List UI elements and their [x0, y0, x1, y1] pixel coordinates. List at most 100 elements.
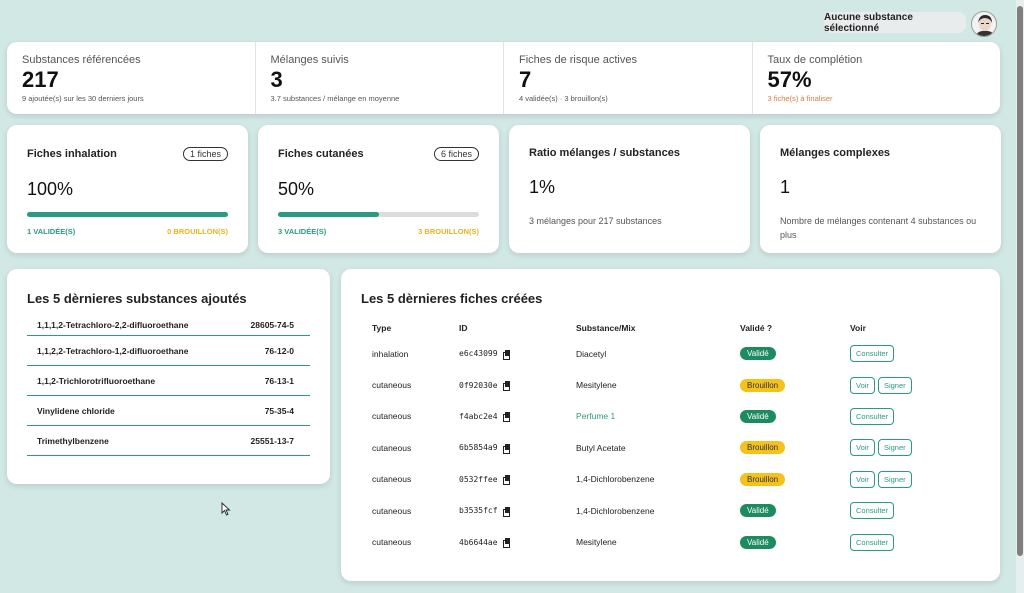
substance-name: 1,1,1,2-Tetrachloro-2,2-difluoroethane [37, 320, 189, 330]
fiche-type: cutaneous [372, 380, 412, 391]
copy-icon[interactable] [502, 412, 510, 423]
table-row: cutaneous 0f92030e Mesitylene Brouillon Voir… [361, 369, 980, 400]
mix-link[interactable]: Perfume 1 [576, 411, 616, 422]
consulter-button[interactable]: Consulter [850, 533, 895, 551]
stat-value: 7 [519, 67, 532, 92]
substance-selector-button[interactable]: Aucune substance sélectionné [824, 12, 966, 34]
voir-button[interactable]: Voir [850, 470, 875, 488]
metric-title: Ratio mélanges / substances [529, 147, 680, 159]
voir-button[interactable]: Voir [850, 376, 875, 394]
stat-label: Mélanges suivis [270, 54, 349, 66]
draft-count: 3 BROUILLON(S) [418, 227, 479, 236]
stat-item: Mélanges suivis 3 3.7 substances / mélange… [256, 42, 504, 114]
status-badge: Validé [740, 504, 776, 518]
validated-count: 3 VALIDÉE(S) [278, 227, 327, 236]
fiche-id: 0532ffee [459, 474, 498, 484]
fiche-id: f4abc2e4 [459, 411, 498, 421]
substance-row[interactable]: Vinylidene chloride 75-35-4 [27, 396, 310, 426]
fiche-count-pill: 1 fiches [182, 147, 228, 161]
status-badge: Validé [740, 409, 776, 423]
copy-icon[interactable] [502, 506, 510, 517]
progress-fill [278, 212, 379, 217]
consulter-button[interactable]: Consulter [850, 345, 895, 363]
user-avatar[interactable] [971, 11, 997, 37]
substance-row[interactable]: Trimethylbenzene 25551-13-7 [27, 426, 310, 456]
stat-item: Substances référencées 217 9 ajoutée(s) su… [7, 42, 256, 114]
substance-cas: 28605-74-5 [250, 320, 294, 330]
stat-value: 57% [767, 67, 812, 92]
validated-count: 1 VALIDÉE(S) [27, 227, 76, 236]
substance-name: Mesitylene [576, 537, 617, 548]
metric-title: Fiches inhalation [27, 148, 117, 160]
substance-row[interactable]: 1,1,2,2-Tetrachloro-1,2-difluoroethane 76… [27, 336, 310, 366]
metric-value: 100% [27, 179, 74, 199]
metric-description: Nombre de mélanges contenant 4 substance… [780, 216, 977, 240]
substance-name: 1,1,2,2-Tetrachloro-1,2-difluoroethane [37, 345, 189, 356]
metric-description: 3 mélanges pour 217 substances [529, 216, 662, 226]
metric-value: 50% [278, 179, 315, 199]
column-header: ID [459, 323, 468, 333]
stat-label: Substances référencées [22, 54, 141, 66]
table-row: cutaneous b3535fcf 1,4-Dichlorobenzene Vali… [361, 495, 980, 526]
mouse-cursor-icon [221, 502, 231, 516]
table-row: cutaneous 0532ffee 1,4-Dichlorobenzene Brou… [361, 464, 980, 495]
status-badge: Validé [740, 535, 776, 549]
draft-count: 0 BROUILLON(S) [167, 227, 228, 236]
substance-name: 1,4-Dichlorobenzene [576, 505, 655, 516]
substance-row[interactable]: 1,1,1,2-Tetrachloro-2,2-difluoroethane 28… [27, 320, 310, 336]
signer-button[interactable]: Signer [877, 376, 912, 394]
consulter-button[interactable]: Consulter [850, 407, 895, 425]
copy-icon[interactable] [502, 349, 510, 360]
fiche-count-pill: 6 fiches [433, 147, 479, 161]
copy-icon[interactable] [502, 381, 510, 392]
fiche-id: b3535fcf [459, 506, 498, 516]
cutaneous-metric-card: Fiches cutanées 6 fiches 50% 3 VALIDÉE(S… [258, 125, 499, 253]
fiche-id: 0f92030e [459, 380, 498, 390]
card-title: Les 5 dèrnieres fiches créées [361, 291, 543, 306]
card-title: Les 5 dèrnieres substances ajoutés [27, 291, 247, 306]
copy-icon[interactable] [502, 538, 510, 549]
fiche-type: inhalation [372, 348, 409, 359]
status-badge: Validé [740, 347, 776, 361]
fiche-type: cutaneous [372, 474, 412, 485]
fiches-table: Type ID Substance/Mix Validé ? Voir inhalatio… [361, 322, 980, 558]
substances-list: 1,1,1,2-Tetrachloro-2,2-difluoroethane 28… [27, 320, 310, 456]
signer-button[interactable]: Signer [877, 439, 912, 457]
stat-label: Fiches de risque actives [519, 54, 637, 66]
substance-cas: 25551-13-7 [250, 435, 294, 446]
complex-mix-metric-card: Mélanges complexes 1 Nombre de mélanges … [760, 125, 1001, 253]
stat-label: Taux de complétion [767, 54, 863, 66]
stat-value: 3 [270, 67, 283, 92]
stats-bar: Substances référencées 217 9 ajoutée(s) su… [7, 42, 1000, 114]
table-row: cutaneous 6b5854a9 Butyl Acetate Brouillon V… [361, 432, 980, 463]
avatar-portrait-icon [972, 12, 996, 36]
stat-subtext: 3 fiche(s) à finaliser [767, 94, 833, 103]
substance-name: 1,4-Dichlorobenzene [576, 474, 655, 485]
voir-button[interactable]: Voir [850, 439, 875, 457]
metric-title: Mélanges complexes [780, 147, 891, 159]
column-header: Substance/Mix [576, 323, 636, 333]
substance-name: 1,1,2-Trichlorotrifluoroethane [37, 375, 156, 386]
metric-value: 1% [529, 177, 556, 197]
status-badge: Brouillon [740, 441, 786, 455]
substance-cas: 76-12-0 [264, 345, 294, 356]
stat-subtext: 3.7 substances / mélange en moyenne [270, 94, 400, 103]
table-row: inhalation e6c43099 Diacetyl Validé Consulte… [361, 338, 980, 369]
fiche-type: cutaneous [372, 411, 412, 422]
copy-icon[interactable] [502, 475, 510, 486]
consulter-button[interactable]: Consulter [850, 502, 895, 520]
ratio-metric-card: Ratio mélanges / substances 1% 3 mélange… [509, 125, 750, 253]
scrollbar-thumb[interactable] [1017, 6, 1023, 556]
fiche-type: cutaneous [372, 505, 412, 516]
signer-button[interactable]: Signer [877, 470, 912, 488]
copy-icon[interactable] [502, 443, 510, 454]
status-badge: Brouillon [740, 378, 786, 392]
stat-subtext: 4 validée(s) · 3 brouillon(s) [519, 94, 608, 103]
stat-value: 217 [22, 67, 59, 92]
fiche-id: 6b5854a9 [459, 443, 498, 453]
substance-name: Mesitylene [576, 380, 617, 391]
table-row: cutaneous 4b6644ae Mesitylene Validé Consult… [361, 526, 980, 557]
substance-row[interactable]: 1,1,2-Trichlorotrifluoroethane 76-13-1 [27, 366, 310, 396]
substance-name: Vinylidene chloride [37, 405, 115, 416]
column-header: Validé ? [740, 323, 773, 333]
